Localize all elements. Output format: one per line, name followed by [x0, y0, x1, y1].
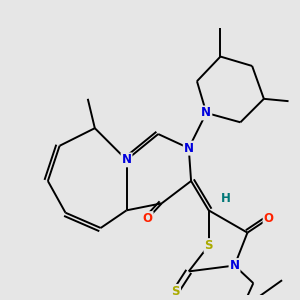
Text: N: N — [122, 153, 131, 167]
Text: N: N — [184, 142, 194, 154]
Text: N: N — [230, 259, 239, 272]
Text: S: S — [172, 285, 180, 298]
Text: S: S — [204, 239, 213, 252]
Text: O: O — [264, 212, 274, 225]
Text: N: N — [201, 106, 212, 119]
Text: H: H — [221, 192, 231, 205]
Text: O: O — [143, 212, 153, 225]
